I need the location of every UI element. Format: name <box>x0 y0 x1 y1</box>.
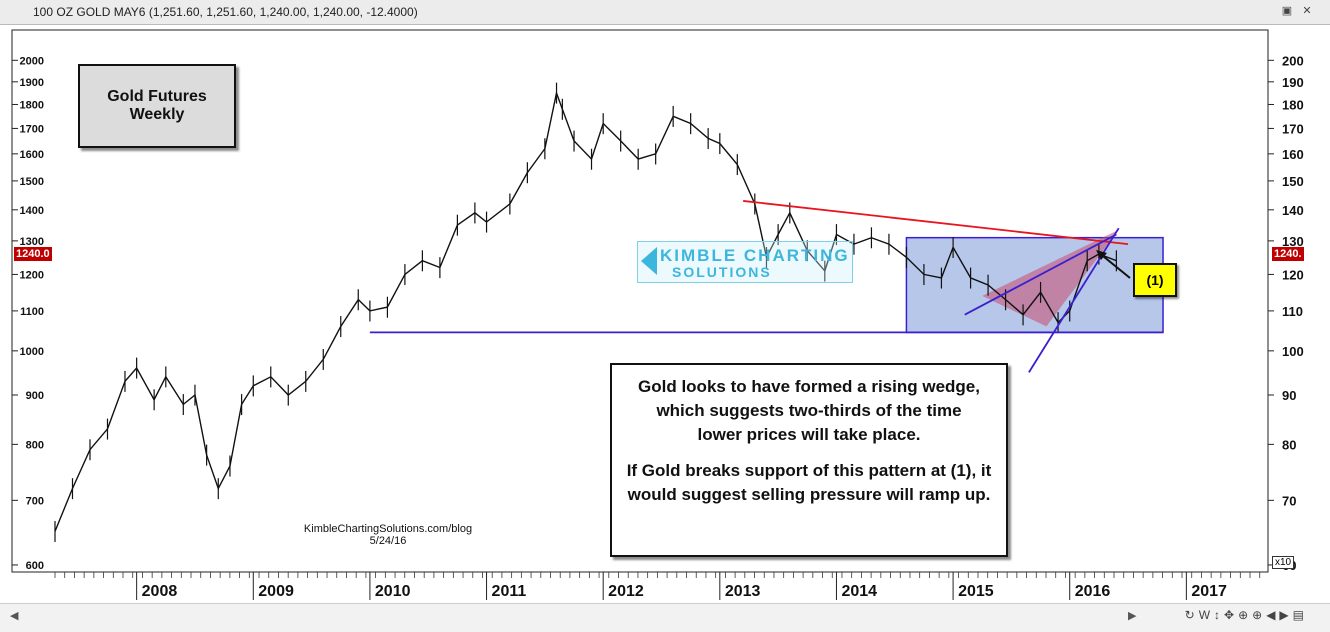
y-right-tick-label: 100 <box>1282 344 1304 359</box>
maximize-icon[interactable]: ▣ <box>1281 5 1293 17</box>
y-left-tick-label: 1500 <box>20 176 44 188</box>
callout-1: (1) <box>1133 263 1177 297</box>
x-tick-label: 2008 <box>142 583 178 600</box>
x-tick-label: 2011 <box>492 583 527 600</box>
y-left-tick-label: 1100 <box>20 306 44 318</box>
watermark-logo-icon <box>641 247 657 275</box>
commentary-para2: If Gold breaks support of this pattern a… <box>626 461 992 504</box>
y-left-tick-label: 600 <box>26 560 44 572</box>
y-left-tick-label: 1900 <box>20 77 44 89</box>
x-tick-label: 2014 <box>841 583 877 600</box>
resistance-line <box>743 200 1129 246</box>
chart-label-line1: Gold Futures <box>107 88 207 105</box>
x-tick-label: 2010 <box>375 583 411 600</box>
last-price-left: 1240.0 <box>14 247 52 261</box>
y-right-tick-label: 130 <box>1282 234 1304 249</box>
y-right-tick-label: 70 <box>1282 493 1296 508</box>
y-right-tick-label: 180 <box>1282 97 1304 112</box>
x-tick-label: 2009 <box>258 583 294 600</box>
watermark-line2: SOLUTIONS <box>672 264 772 280</box>
scroll-left-icon[interactable]: ◀ <box>10 610 19 622</box>
y-left-tick-label: 2000 <box>20 55 44 67</box>
y-right-tick-label: 160 <box>1282 147 1304 162</box>
x-tick-label: 2012 <box>608 583 644 600</box>
y-right-tick-label: 150 <box>1282 174 1304 189</box>
last-price-right: 1240. <box>1272 247 1304 261</box>
y-left-tick-label: 1000 <box>20 346 44 358</box>
y-left-tick-label: 800 <box>26 439 44 451</box>
horizontal-scrollbar[interactable]: ◀ ▶ ↻W↕✥⊕⊕◀▶▤ <box>0 603 1330 632</box>
chart-tools-icon[interactable]: ↻W↕✥⊕⊕◀▶▤ <box>1184 608 1308 622</box>
y-right-tick-label: 170 <box>1282 121 1304 136</box>
y-left-tick-label: 1600 <box>20 149 44 161</box>
y-left-tick-label: 1700 <box>20 123 44 135</box>
y-right-tick-label: 140 <box>1282 203 1304 218</box>
y-right-tick-label: 200 <box>1282 53 1304 68</box>
wedge-lower-trendline <box>964 233 1117 316</box>
y-right-tick-label: 90 <box>1282 388 1296 403</box>
x-tick-label: 2016 <box>1075 583 1111 600</box>
credit-date: 5/24/16 <box>369 535 407 547</box>
chart-label-box: Gold Futures Weekly <box>78 64 236 148</box>
y-left-tick-label: 900 <box>26 390 44 402</box>
scroll-right-icon[interactable]: ▶ <box>1128 610 1137 622</box>
y-left-tick-label: 1800 <box>20 99 44 111</box>
commentary-para1: Gold looks to have formed a rising wedge… <box>638 377 980 444</box>
callout-arrowhead <box>1096 250 1107 260</box>
title-bar: 100 OZ GOLD MAY6 (1,251.60, 1,251.60, 1,… <box>0 0 1330 25</box>
chart-label-line2: Weekly <box>129 106 185 123</box>
commentary-box: Gold looks to have formed a rising wedge… <box>610 363 1008 557</box>
x-tick-label: 2017 <box>1191 583 1227 600</box>
credit: KimbleChartingSolutions.com/blog 5/24/16 <box>298 523 478 547</box>
window-title: 100 OZ GOLD MAY6 (1,251.60, 1,251.60, 1,… <box>33 5 418 19</box>
y-left-tick-label: 1200 <box>20 269 44 281</box>
y-right-tick-label: 120 <box>1282 267 1304 282</box>
y-right-tick-label: 110 <box>1282 304 1303 319</box>
x-tick-label: 2013 <box>725 583 761 600</box>
y-right-tick-label: 80 <box>1282 437 1296 452</box>
wedge-fill <box>982 229 1119 327</box>
scale-factor-badge: x10 <box>1272 556 1295 569</box>
watermark: KIMBLE CHARTING SOLUTIONS <box>637 241 853 283</box>
credit-url: KimbleChartingSolutions.com/blog <box>303 523 473 535</box>
y-right-tick-label: 190 <box>1282 75 1304 90</box>
y-left-tick-label: 700 <box>26 495 44 507</box>
y-left-tick-label: 1300 <box>20 236 44 248</box>
watermark-line1: KIMBLE CHARTING <box>660 246 850 265</box>
close-icon[interactable]: ✕ <box>1302 5 1312 17</box>
x-tick-label: 2015 <box>958 583 994 600</box>
y-left-tick-label: 1400 <box>20 205 44 217</box>
